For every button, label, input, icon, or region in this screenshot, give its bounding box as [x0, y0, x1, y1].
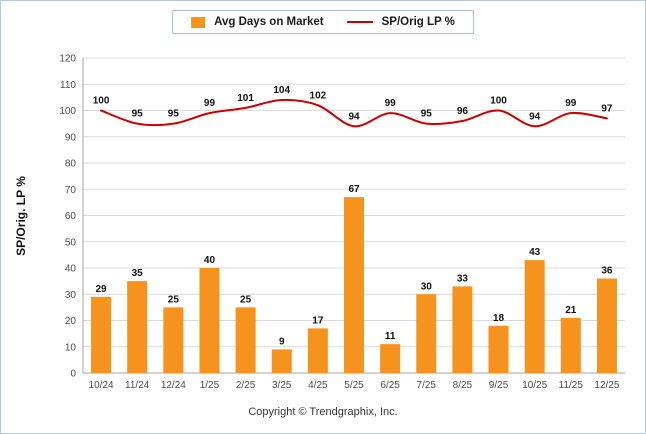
x-tick-label: 12/25 — [594, 380, 619, 391]
copyright-text: Copyright © Trendgraphix, Inc. — [248, 406, 398, 418]
bar-value-label: 25 — [240, 294, 252, 305]
bar — [344, 197, 364, 373]
line-value-label: 99 — [565, 98, 577, 109]
bar — [127, 281, 148, 373]
bar-value-label: 33 — [457, 273, 469, 284]
line-value-label: 102 — [310, 90, 327, 101]
line-legend-swatch — [346, 21, 373, 23]
bar-value-label: 35 — [132, 268, 144, 279]
y-tick-label: 30 — [65, 290, 77, 301]
y-tick-label: 80 — [65, 159, 77, 170]
bar-value-label: 25 — [168, 294, 180, 305]
bar-value-label: 67 — [348, 184, 360, 195]
line-legend-label: SP/Orig LP % — [381, 16, 455, 28]
sp-orig-lp-line — [100, 98, 608, 128]
x-tick-label: 11/24 — [125, 380, 150, 391]
bar-value-label: 29 — [96, 284, 108, 295]
x-tick-label: 1/25 — [200, 380, 220, 391]
x-tick-label: 10/24 — [89, 380, 114, 391]
line-value-label: 104 — [273, 85, 290, 96]
bar-value-label: 17 — [312, 315, 324, 326]
line-value-label: 95 — [168, 109, 180, 120]
bar-legend-swatch — [191, 16, 206, 28]
y-tick-label: 10 — [65, 342, 77, 353]
bar — [416, 294, 437, 373]
bar-value-label: 11 — [385, 331, 396, 342]
bar-value-label: 30 — [421, 281, 433, 292]
line-value-label: 100 — [490, 96, 507, 107]
x-tick-label: 4/25 — [308, 380, 328, 391]
bar — [199, 268, 220, 373]
x-tick-label: 3/25 — [272, 380, 292, 391]
bar-value-label: 40 — [204, 255, 216, 266]
bar — [524, 260, 545, 373]
x-tick-label: 11/25 — [559, 380, 584, 391]
line-value-label: 94 — [529, 111, 541, 122]
legend: Avg Days on Market SP/Orig LP % — [172, 10, 474, 34]
bar — [488, 325, 509, 373]
bar-value-label: 21 — [565, 305, 577, 316]
bar-value-label: 18 — [493, 313, 505, 324]
y-tick-label: 90 — [65, 132, 77, 143]
x-tick-label: 6/25 — [380, 380, 400, 391]
line-value-label: 101 — [237, 93, 254, 104]
line-value-label: 99 — [204, 98, 216, 109]
bar-value-label: 43 — [529, 247, 541, 258]
bar — [163, 307, 184, 373]
line-value-label: 95 — [421, 109, 433, 120]
y-tick-label: 0 — [70, 369, 76, 380]
y-tick-label: 60 — [65, 211, 77, 222]
bar — [380, 344, 401, 373]
x-tick-label: 12/24 — [161, 380, 186, 391]
x-tick-label: 2/25 — [236, 380, 256, 391]
y-tick-label: 70 — [65, 185, 77, 196]
line-value-label: 96 — [457, 106, 469, 117]
x-tick-label: 7/25 — [417, 380, 437, 391]
line-value-label: 95 — [132, 109, 144, 120]
x-tick-label: 10/25 — [522, 380, 547, 391]
bar — [596, 278, 617, 373]
y-axis-title: SP/Orig. LP % — [14, 176, 28, 256]
bar — [452, 286, 473, 373]
y-tick-label: 110 — [60, 80, 76, 91]
y-tick-label: 40 — [65, 264, 77, 275]
y-tick-label: 120 — [59, 54, 76, 65]
bar — [235, 307, 256, 373]
y-tick-label: 20 — [65, 316, 77, 327]
y-tick-label: 100 — [59, 106, 76, 117]
x-tick-label: 9/25 — [489, 380, 509, 391]
bar-value-label: 9 — [279, 336, 285, 347]
bar-value-label: 36 — [601, 266, 613, 277]
bar — [91, 296, 112, 373]
line-value-label: 100 — [93, 96, 110, 107]
bar — [271, 349, 292, 373]
bar — [560, 317, 581, 373]
line-value-label: 94 — [348, 111, 360, 122]
x-tick-label: 5/25 — [344, 380, 364, 391]
x-tick-label: 8/25 — [453, 380, 473, 391]
line-value-label: 99 — [385, 98, 397, 109]
bar-legend-label: Avg Days on Market — [214, 16, 324, 28]
bar — [307, 328, 328, 373]
y-tick-label: 50 — [65, 237, 77, 248]
line-value-label: 97 — [601, 103, 613, 114]
